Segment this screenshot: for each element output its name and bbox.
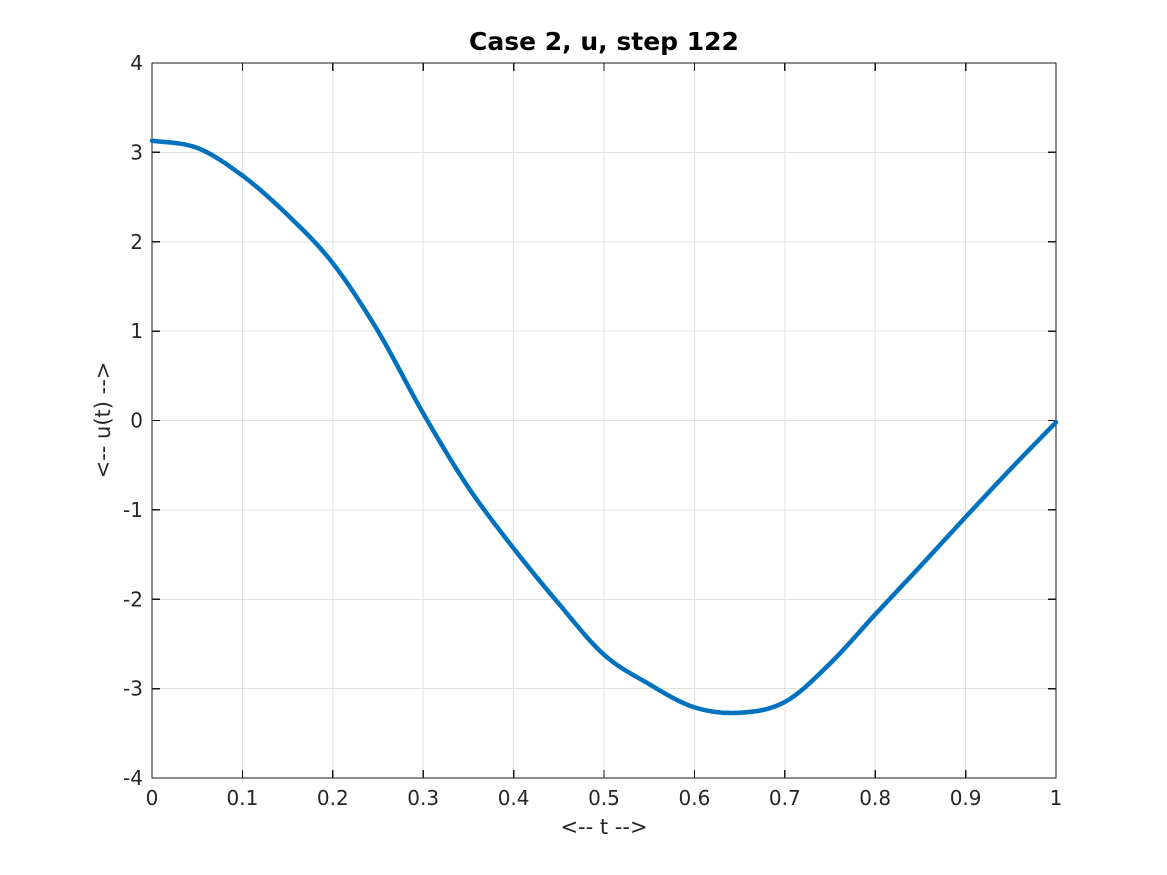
y-tick-label: 4 <box>130 51 143 75</box>
x-axis-label: <-- t --> <box>560 815 648 839</box>
series-line-u <box>149 138 1059 716</box>
x-tick-label: 0.7 <box>769 786 801 810</box>
x-tick-label: 0 <box>146 786 159 810</box>
y-tick-label: -1 <box>123 498 143 522</box>
chart-title: Case 2, u, step 122 <box>469 27 739 56</box>
y-tick-label: 3 <box>130 140 143 164</box>
x-tick-label: 0.5 <box>588 786 620 810</box>
x-tick-label: 0.9 <box>950 786 982 810</box>
y-tick-label: -4 <box>123 766 143 790</box>
y-tick-label: -2 <box>123 587 143 611</box>
x-tick-label: 0.1 <box>226 786 258 810</box>
y-tick-label: 1 <box>130 319 143 343</box>
x-tick-label: 0.6 <box>678 786 710 810</box>
y-tick-label: 2 <box>130 230 143 254</box>
x-tick-label: 0.8 <box>859 786 891 810</box>
x-tick-label: 0.3 <box>407 786 439 810</box>
y-tick-label: -3 <box>123 677 143 701</box>
x-tick-label: 0.2 <box>317 786 349 810</box>
x-tick-label: 0.4 <box>498 786 530 810</box>
x-tick-label: 1 <box>1050 786 1063 810</box>
y-axis-label: <-- u(t) --> <box>91 361 115 479</box>
y-tick-label: 0 <box>130 409 143 433</box>
